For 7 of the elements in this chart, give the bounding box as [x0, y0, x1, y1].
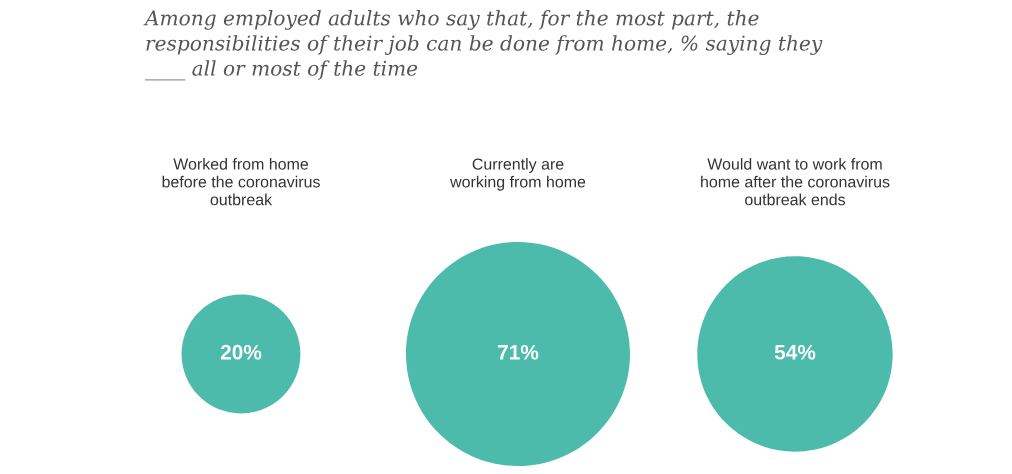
data-label: 71%: [498, 344, 539, 360]
text: Among employed adults who say that, for the most part, the responsibilities of their job can be done from home, % saying they ____ all or most of the time: [143, 10, 823, 81]
category-label: Would want to work from home after the coronavirus outbreak ends: [701, 158, 890, 206]
data-label: 54%: [774, 344, 816, 360]
category-label: Worked from home before the coronavirus outbreak: [162, 158, 320, 206]
data-label: 20%: [220, 344, 262, 360]
category-label: Currently are working from home: [450, 158, 586, 191]
